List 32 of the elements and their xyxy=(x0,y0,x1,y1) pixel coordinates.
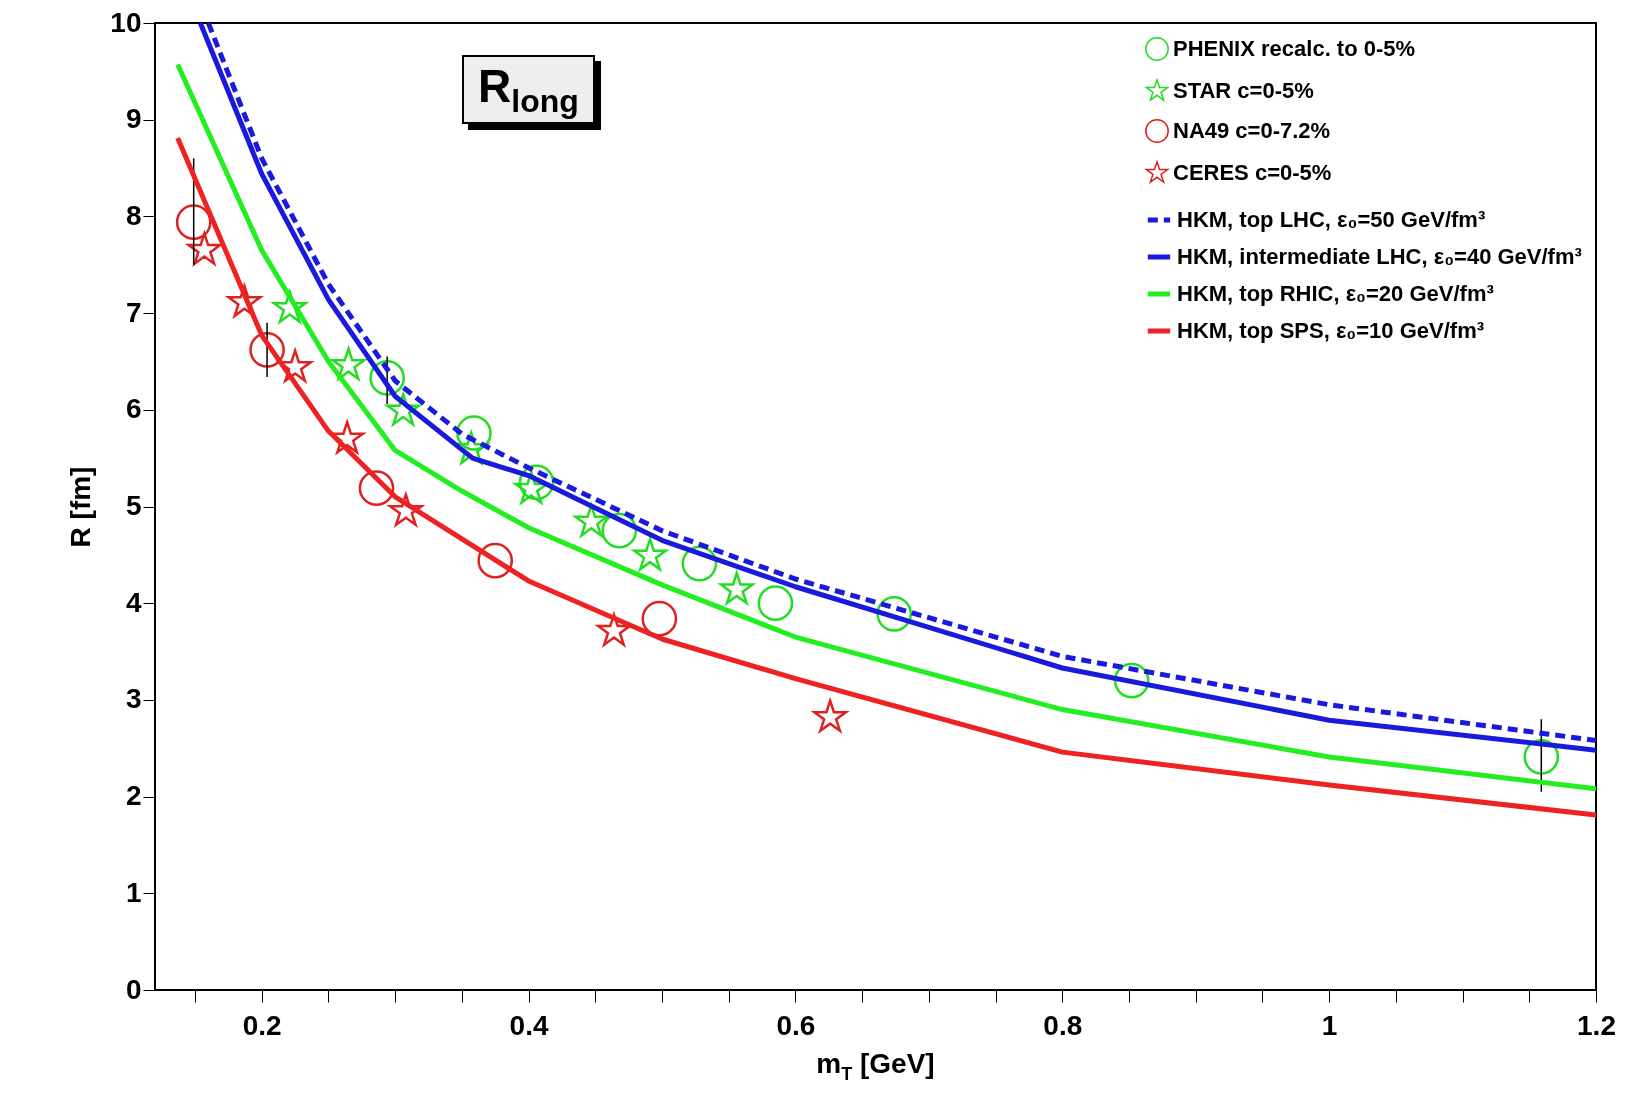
y-tick-label: 3 xyxy=(125,683,142,715)
x-axis-title: m$_{T}$ [GeV] xyxy=(816,1048,935,1085)
x-tick-label: 0.6 xyxy=(776,1009,816,1041)
legend-label: STAR c=0-5% xyxy=(1173,78,1314,103)
y-tick-label: 0 xyxy=(125,973,142,1005)
y-tick-label: 5 xyxy=(125,490,142,521)
y-tick-label: 7 xyxy=(125,296,142,328)
y-tick-label: 2 xyxy=(125,780,142,812)
x-tick-label: 0.8 xyxy=(1043,1009,1083,1041)
y-tick-label: 6 xyxy=(125,393,142,425)
legend-label: HKM, intermediate LHC, ε₀=40 GeV/fm³ xyxy=(1177,244,1582,269)
legend-label: HKM, top SPS, ε₀=10 GeV/fm³ xyxy=(1177,318,1485,343)
x-tick-label: 0.4 xyxy=(509,1009,549,1041)
legend-label: HKM, top RHIC, ε₀=20 GeV/fm³ xyxy=(1177,281,1494,306)
point xyxy=(757,585,794,621)
y-tick-label: 8 xyxy=(125,199,142,231)
annotation: R$_{long}$ xyxy=(462,55,595,125)
x-tick-label: 1 xyxy=(1321,1009,1338,1041)
legend-label: PHENIX recalc. to 0-5% xyxy=(1173,36,1416,61)
y-tick-label: 9 xyxy=(125,103,142,135)
y-tick-label: 10 xyxy=(110,6,142,38)
y-tick-label: 4 xyxy=(125,586,142,618)
point xyxy=(477,542,514,579)
x-tick-label: 1.2 xyxy=(1577,1009,1616,1041)
y-axis-title: R [fm] xyxy=(65,466,97,548)
point xyxy=(358,470,395,506)
legend-label: HKM, top LHC, ε₀=50 GeV/fm³ xyxy=(1177,207,1486,232)
point xyxy=(630,536,670,573)
legend-label: CERES c=0-5% xyxy=(1173,160,1332,185)
legend-label: NA49 c=0-7.2% xyxy=(1173,118,1331,143)
y-tick-label: 1 xyxy=(125,876,142,908)
x-tick-label: 0.2 xyxy=(242,1009,282,1041)
